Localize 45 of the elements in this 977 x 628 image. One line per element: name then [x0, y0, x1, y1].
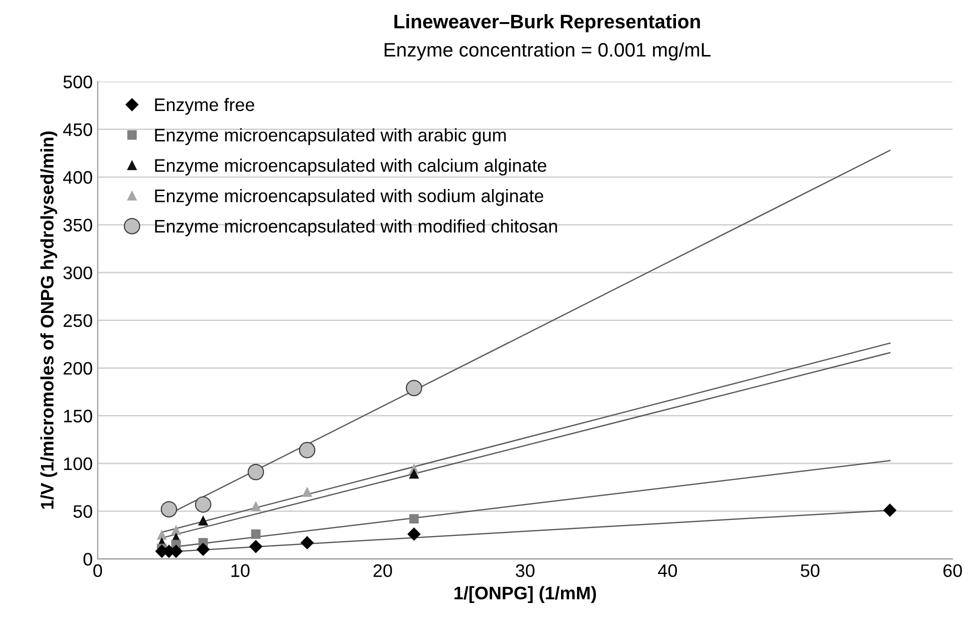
legend-label: Enzyme microencapsulated with arabic gum [155, 128, 506, 146]
y-tick-label: 250 [64, 314, 92, 327]
y-tick-label: 150 [64, 410, 92, 422]
y-tick-label: 500 [63, 76, 92, 88]
legend-label: Enzyme free [155, 98, 254, 115]
x-tick-label: 0 [93, 564, 102, 578]
point [298, 442, 316, 458]
y-tick-label: 200 [64, 362, 92, 375]
y-tick-label: 100 [64, 457, 92, 470]
point [198, 516, 208, 526]
y-axis-title: 1/V (1/micromoles of ONPG hydrolysed/min) [40, 132, 58, 509]
point [249, 540, 262, 553]
point [157, 530, 167, 540]
x-axis-title: 1/[ONPG] (1/mM) [454, 586, 596, 603]
x-tick-label: 40 [658, 564, 677, 578]
y-tick-label: 50 [73, 505, 92, 518]
point [171, 526, 181, 536]
point [196, 542, 210, 556]
y-tick-label: 0 [84, 552, 92, 566]
x-tick-label: 10 [232, 564, 250, 578]
point [194, 496, 212, 513]
chart-subtitle: Enzyme concentration = 0.001 mg/mL [384, 42, 710, 61]
point [406, 380, 422, 396]
point [883, 504, 896, 517]
point [409, 469, 419, 479]
point [302, 487, 312, 497]
x-tick-label: 50 [800, 564, 820, 578]
legend-label: Enzyme microencapsulated with calcium alginate [155, 158, 546, 176]
legend-label: Enzyme microencapsulated with sodium alginate [155, 189, 544, 206]
x-tick-label: 30 [516, 564, 534, 578]
y-tick-label: 400 [63, 171, 92, 184]
chart-title: Lineweaver–Burk Representation [394, 14, 700, 32]
legend-label: Enzyme microencapsulated with modified chitosan [155, 219, 557, 236]
x-tick-label: 60 [943, 564, 962, 578]
point [300, 536, 314, 550]
y-tick-label: 350 [63, 218, 92, 232]
point [408, 528, 420, 541]
point [248, 464, 264, 480]
point [251, 502, 261, 512]
y-tick-label: 300 [63, 266, 92, 280]
point [251, 529, 261, 539]
y-tick-label: 450 [63, 123, 92, 136]
x-tick-label: 20 [374, 564, 392, 578]
point [160, 501, 178, 518]
point [409, 514, 419, 524]
